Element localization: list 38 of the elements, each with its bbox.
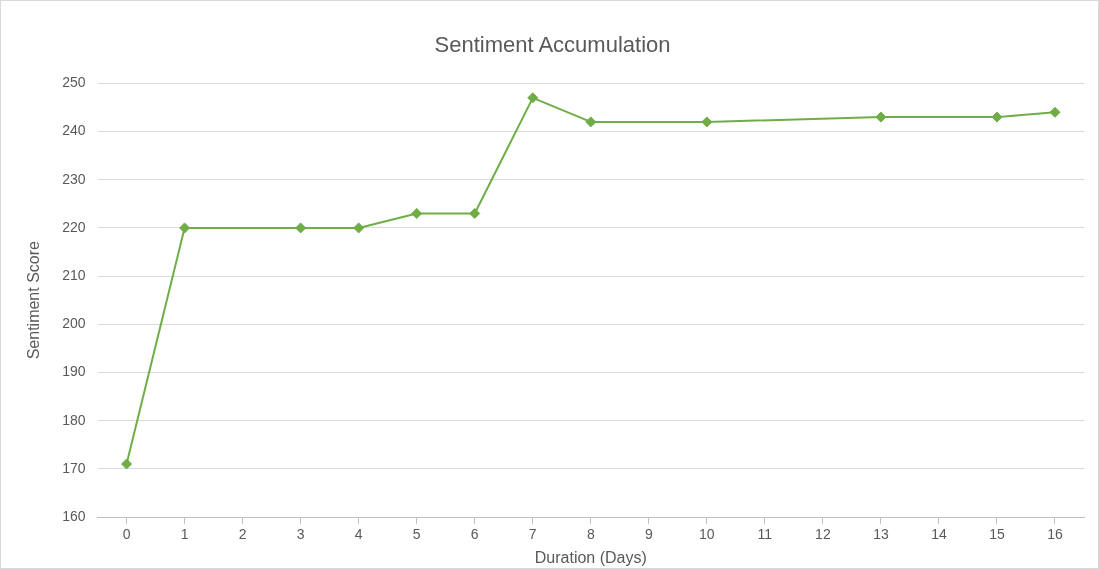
x-tick-label: 0 bbox=[122, 526, 131, 543]
point bbox=[411, 207, 423, 219]
x-tick-label: 15 bbox=[989, 526, 1005, 543]
x-tick-label: 10 bbox=[699, 526, 715, 543]
point bbox=[121, 458, 133, 470]
y-tick-label: 170 bbox=[62, 459, 86, 476]
x-tick-label: 2 bbox=[238, 526, 247, 543]
x-tick-label: 1 bbox=[180, 526, 189, 543]
x-tick-label: 5 bbox=[412, 526, 421, 543]
x-axis-title: Duration (Days) bbox=[534, 548, 647, 566]
x-tick-label: 16 bbox=[1047, 526, 1063, 543]
x-tick-label: 8 bbox=[586, 526, 595, 543]
y-tick-label: 220 bbox=[62, 218, 86, 235]
point bbox=[527, 92, 539, 104]
point bbox=[469, 207, 481, 219]
point bbox=[701, 116, 713, 128]
x-tick-label: 4 bbox=[354, 526, 363, 543]
x-tick-label: 14 bbox=[931, 526, 947, 543]
x-tick-label: 13 bbox=[873, 526, 889, 543]
y-tick-label: 160 bbox=[62, 507, 86, 524]
x-tick-label: 12 bbox=[815, 526, 831, 543]
chart-title: Sentiment Accumulation bbox=[434, 32, 671, 58]
y-axis-title: Sentiment Score bbox=[25, 240, 43, 360]
x-tick-label: 11 bbox=[757, 526, 773, 543]
y-tick-label: 190 bbox=[62, 363, 86, 380]
point bbox=[1049, 106, 1061, 118]
x-tick-label: 7 bbox=[528, 526, 537, 543]
x-tick-label: 6 bbox=[470, 526, 479, 543]
y-tick-label: 180 bbox=[62, 411, 86, 428]
y-tick-label: 230 bbox=[62, 170, 86, 187]
y-tick-label: 240 bbox=[62, 122, 86, 139]
x-tick-label: 3 bbox=[296, 526, 305, 543]
y-tick-label: 200 bbox=[62, 315, 86, 332]
x-tick-label: 9 bbox=[644, 526, 653, 543]
y-tick-label: 210 bbox=[62, 266, 86, 283]
point bbox=[991, 111, 1003, 123]
point bbox=[353, 222, 365, 234]
y-tick-label: 250 bbox=[62, 74, 86, 91]
